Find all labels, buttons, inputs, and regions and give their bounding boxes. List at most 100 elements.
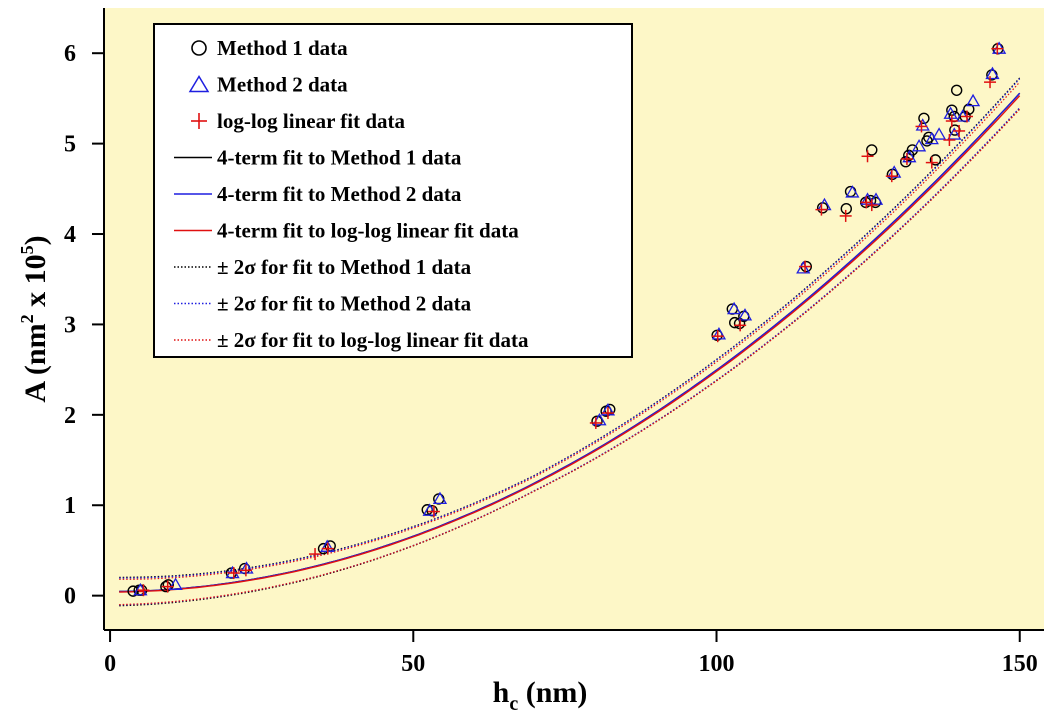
x-axis-title-unit: (nm) xyxy=(518,676,587,709)
x-tick-label: 100 xyxy=(699,651,735,677)
y-tick-label: 5 xyxy=(64,132,76,158)
triangle-data-point xyxy=(943,106,958,119)
legend-item: ± 2σ for fit to Method 2 data xyxy=(174,292,472,316)
circle-data-point xyxy=(127,585,139,597)
plus-data-point xyxy=(991,42,1004,55)
sigma-band-lower xyxy=(119,108,1021,606)
circle-data-point xyxy=(963,103,975,115)
axis-ticks: 0 50 100 150 0 1 2 3 4 5 6 xyxy=(64,41,1038,677)
legend-item: 4-term fit to Method 1 data xyxy=(174,146,462,170)
circle-data-point xyxy=(918,112,930,124)
plus-data-point xyxy=(945,115,958,128)
x-tick-label: 150 xyxy=(1002,651,1038,677)
legend-item: 4-term fit to log-log linear fit data xyxy=(174,219,519,243)
x-tick-label: 0 xyxy=(104,651,116,677)
triangle-data-point xyxy=(422,503,437,516)
x-axis-title: hc (nm) xyxy=(493,676,588,715)
plus-data-point xyxy=(239,564,252,577)
plus-data-point xyxy=(711,330,724,343)
triangle-data-point xyxy=(868,192,884,205)
legend-label: log-log linear fit data xyxy=(217,109,406,133)
legend-item: ± 2σ for fit to log-log linear fit data xyxy=(174,328,529,352)
x-axis-title-main: h xyxy=(493,676,510,709)
plus-data-point xyxy=(915,120,928,133)
plus-data-point xyxy=(309,548,322,561)
triangle-data-point xyxy=(432,491,448,505)
triangle-data-point xyxy=(726,301,742,315)
triangle-data-point xyxy=(911,139,927,152)
legend-label: ± 2σ for fit to Method 2 data xyxy=(217,292,472,316)
y-tick-label: 3 xyxy=(64,312,76,338)
y-axis-title-main: A (nm xyxy=(19,323,52,402)
plus-data-point xyxy=(943,133,956,146)
triangle-data-point xyxy=(931,127,947,140)
sigma-band-upper xyxy=(119,78,1021,579)
fit-curve xyxy=(119,95,1021,593)
triangle-data-point xyxy=(915,118,930,131)
legend-item: Method 1 data xyxy=(191,36,348,60)
plus-data-point xyxy=(960,110,973,123)
data-points xyxy=(127,41,1007,597)
plus-data-point xyxy=(900,152,913,165)
legend-label: Method 2 data xyxy=(217,73,348,97)
triangle-data-point xyxy=(924,131,939,145)
triangle-data-point xyxy=(947,127,962,140)
plus-data-point xyxy=(815,203,828,216)
plus-data-point xyxy=(984,76,997,89)
plus-data-point xyxy=(925,156,938,169)
x-tick-label: 50 xyxy=(401,651,425,677)
plus-data-point xyxy=(799,260,812,273)
legend-label: ± 2σ for fit to log-log linear fit data xyxy=(217,328,529,352)
legend-triangle-icon xyxy=(188,75,210,93)
y-tick-label: 2 xyxy=(64,403,76,429)
legend-circle-icon xyxy=(191,40,207,56)
legend-label: Method 1 data xyxy=(217,36,348,60)
circle-data-point xyxy=(949,124,961,136)
y-tick-label: 1 xyxy=(64,493,76,519)
legend-item: log-log linear fit data xyxy=(191,109,406,133)
plus-data-point xyxy=(321,542,334,555)
legend-item: ± 2σ for fit to Method 1 data xyxy=(174,255,472,279)
fit-curves xyxy=(119,92,1021,593)
plus-data-point xyxy=(861,150,874,163)
triangle-data-point xyxy=(985,66,1000,80)
sigma-band-upper xyxy=(119,81,1021,580)
x-axis-title-sub: c xyxy=(509,693,518,715)
legend-label: 4-term fit to Method 2 data xyxy=(217,182,462,206)
legend-label: 4-term fit to Method 1 data xyxy=(217,146,462,170)
circle-data-point xyxy=(866,144,878,156)
triangle-data-point xyxy=(711,327,727,340)
legend-label: 4-term fit to log-log linear fit data xyxy=(217,219,519,243)
y-axis-title: A (nm2 x 105) xyxy=(17,235,52,402)
circle-data-point xyxy=(906,144,919,156)
plus-data-point xyxy=(865,199,878,212)
plus-data-point xyxy=(839,209,852,222)
plus-data-point xyxy=(161,580,174,593)
legend: Method 1 data Method 2 data log-log linear… xyxy=(153,23,633,358)
triangle-data-point xyxy=(168,577,183,590)
y-axis-title-sup1: 2 xyxy=(17,314,37,323)
circle-data-point xyxy=(950,84,963,96)
y-axis-title-mid: x 10 xyxy=(19,254,52,314)
plus-data-point xyxy=(227,567,240,580)
triangle-data-point xyxy=(796,261,811,274)
plus-data-point xyxy=(885,170,898,183)
triangle-data-point xyxy=(965,93,981,107)
circle-data-point xyxy=(591,415,603,427)
y-tick-label: 6 xyxy=(64,41,76,67)
legend-label: ± 2σ for fit to Method 1 data xyxy=(217,255,472,279)
plus-data-point xyxy=(589,416,602,429)
legend-item: Method 2 data xyxy=(188,73,348,97)
triangle-data-point xyxy=(737,308,753,321)
legend-box xyxy=(153,23,633,358)
triangle-data-point xyxy=(845,185,860,198)
y-axis-title-sup2: 5 xyxy=(17,245,37,254)
plus-data-point xyxy=(137,584,150,597)
plus-data-point xyxy=(427,505,440,518)
legend-item: 4-term fit to Method 2 data xyxy=(174,182,462,206)
y-tick-label: 4 xyxy=(64,222,76,248)
plus-data-point xyxy=(734,319,747,332)
plus-data-point xyxy=(860,196,873,209)
sigma-bands xyxy=(119,77,1021,607)
